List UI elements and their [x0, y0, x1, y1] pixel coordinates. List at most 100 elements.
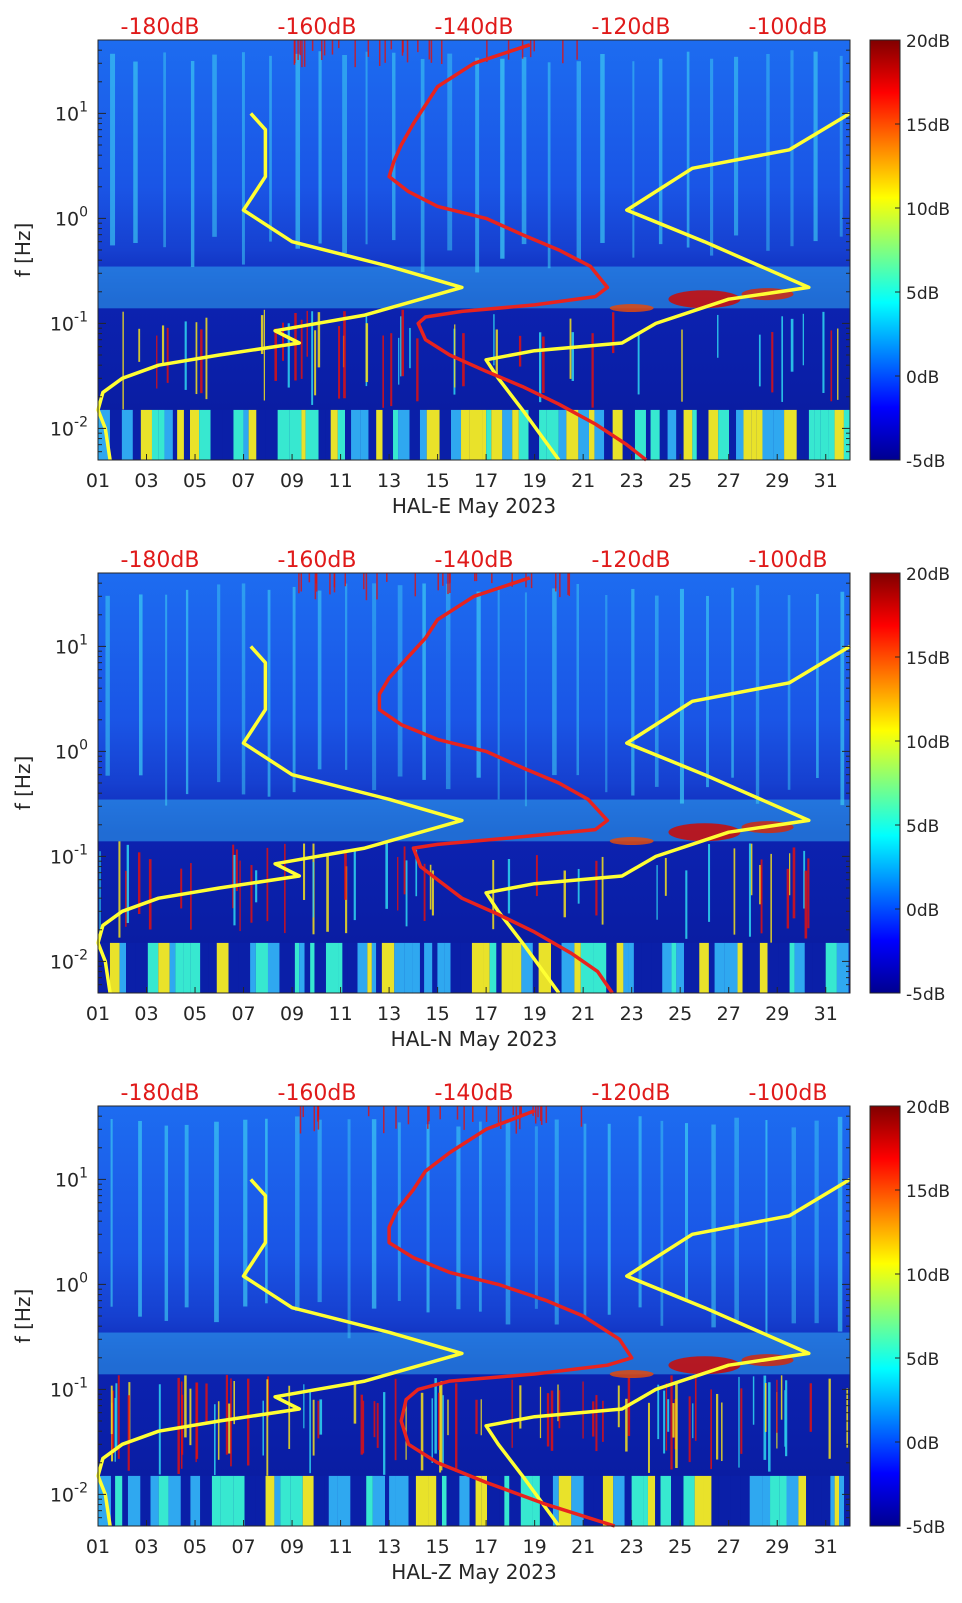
strip-cell [718, 410, 729, 460]
transient-line [432, 1398, 433, 1463]
y-axis-label: f [Hz] [11, 223, 35, 278]
transient-line [315, 573, 317, 599]
strip-cell [412, 943, 420, 993]
streak [139, 594, 143, 775]
transient-line [498, 1106, 500, 1123]
x-tick-label: 25 [668, 1536, 692, 1558]
transient-line [302, 1106, 304, 1117]
transient-line [115, 1383, 117, 1450]
streak [105, 596, 109, 776]
x-tick-label: 31 [814, 470, 838, 492]
strip-cell [221, 1476, 234, 1526]
strip-cell [290, 410, 302, 460]
transient-line [564, 871, 566, 918]
transient-line [391, 40, 393, 49]
x-tick-label: 29 [765, 470, 789, 492]
colorbar-label: 15dB [906, 649, 950, 669]
y-tick-label: 10-2 [50, 947, 88, 973]
strip-cell [835, 410, 844, 460]
transient-line [363, 1401, 364, 1454]
strip-cell [750, 1476, 762, 1526]
strip-cell [111, 1476, 115, 1526]
strip-cell [366, 1476, 373, 1526]
strip-cell [756, 410, 762, 460]
strip-cell [306, 410, 319, 460]
x-tick-label: 19 [523, 1003, 547, 1025]
colorbar-label: 5dB [906, 1350, 939, 1370]
colorbar [870, 40, 900, 460]
strip-cell [361, 410, 369, 460]
strip-cell [177, 410, 184, 460]
strip-cell [338, 1476, 351, 1526]
strip-cell [778, 943, 789, 993]
streak [685, 1123, 688, 1302]
strip-cell [280, 1476, 290, 1526]
transient-line [301, 40, 303, 67]
transient-line [415, 573, 417, 596]
strip-cell [200, 943, 208, 993]
strip-cell [652, 943, 662, 993]
transient-line [759, 335, 761, 387]
transient-line [761, 859, 763, 933]
streak [631, 589, 634, 796]
transient-line [740, 1388, 742, 1454]
streak [372, 583, 376, 790]
streak [506, 1121, 511, 1324]
x-tick-label: 23 [620, 1003, 644, 1025]
transient-line [395, 1106, 397, 1129]
strip-cell [632, 1476, 644, 1526]
streak [447, 54, 452, 251]
transient-line [803, 314, 804, 365]
colorbar-label: 0dB [906, 1434, 939, 1454]
transient-line [463, 1106, 465, 1130]
low-frequency-strip [98, 410, 850, 460]
strip-cell [662, 943, 671, 993]
streak [217, 584, 220, 782]
transient-line [185, 321, 187, 390]
transient-line [401, 310, 404, 376]
strip-cell [209, 943, 217, 993]
strip-cell [331, 410, 338, 460]
strip-cell [256, 943, 268, 993]
transient-line [781, 1375, 782, 1419]
strip-cell [128, 1476, 140, 1526]
transient-line [531, 573, 533, 588]
transient-line [205, 1383, 207, 1422]
strip-cell [191, 943, 201, 993]
x-tick-label: 13 [377, 1003, 401, 1025]
transient-line [324, 40, 326, 55]
strip-cell [268, 943, 279, 993]
strip-cell [233, 410, 243, 460]
transient-line [326, 853, 329, 932]
transient-line [226, 1375, 228, 1455]
strip-cell [574, 943, 580, 993]
strip-cell [512, 410, 519, 460]
transient-line [810, 1383, 812, 1432]
transient-line [648, 1403, 650, 1473]
transient-line [685, 870, 687, 938]
strip-cell [651, 410, 660, 460]
streak [765, 1120, 767, 1333]
strip-cell [168, 1476, 180, 1526]
streak [639, 1116, 642, 1307]
strip-cell [643, 1476, 648, 1526]
transient-line [666, 1383, 667, 1450]
transient-line [304, 40, 306, 67]
strip-cell [389, 1476, 396, 1526]
transient-line [689, 1396, 691, 1462]
strip-cell [804, 410, 809, 460]
transient-line [313, 862, 314, 918]
top-axis-db-label: -140dB [435, 15, 514, 40]
streak [295, 1116, 299, 1310]
transient-line [765, 1383, 767, 1432]
transient-line [537, 1106, 539, 1117]
strip-cell [483, 943, 489, 993]
transient-line [791, 319, 794, 372]
transient-line [319, 1399, 322, 1434]
strip-cell [459, 1476, 469, 1526]
x-tick-label: 03 [134, 1536, 158, 1558]
strip-cell [703, 1476, 711, 1526]
strip-cell [342, 943, 347, 993]
strip-cell [190, 1476, 200, 1526]
transient-line [313, 1400, 315, 1456]
